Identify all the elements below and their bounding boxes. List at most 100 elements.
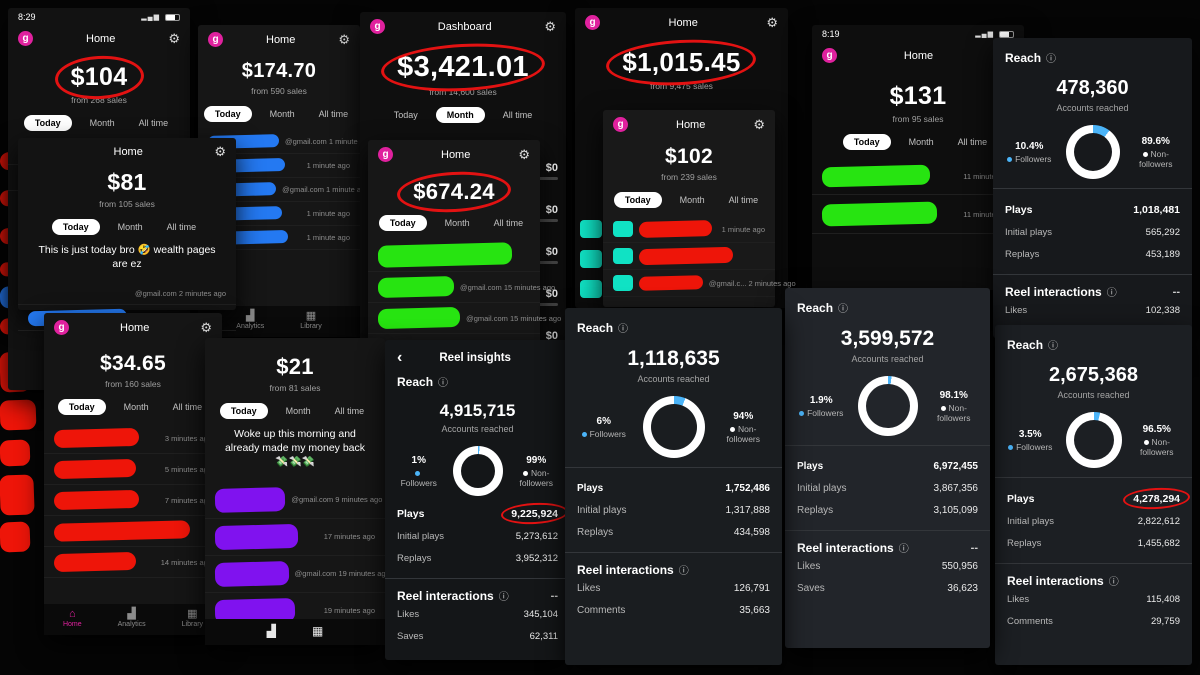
sales-count: from 81 sales (269, 383, 321, 393)
nav-library[interactable]: ▦ Library (181, 609, 204, 629)
settings-gear-icon[interactable]: ⚙ (544, 19, 556, 34)
tab-month[interactable]: Month (679, 195, 705, 205)
tab-month[interactable]: Month (444, 218, 470, 228)
info-icon[interactable]: ⓘ (498, 592, 509, 603)
tab-alltime[interactable]: All time (334, 406, 365, 416)
divider (385, 578, 570, 579)
reach-header: Reach ⓘ (1007, 337, 1059, 353)
tab-alltime[interactable]: All time (728, 195, 759, 205)
info-icon[interactable]: ⓘ (1108, 577, 1119, 588)
library-icon: ▦ (305, 310, 317, 322)
tab-alltime[interactable]: All time (493, 218, 524, 228)
settings-gear-icon[interactable]: ⚙ (338, 32, 350, 47)
followers-dot-icon (1008, 444, 1014, 450)
payout-list-item: $0 (536, 246, 558, 264)
app-header: g Home ⚙ (575, 8, 788, 37)
info-icon[interactable]: ⓘ (898, 544, 909, 555)
transaction-row: @gmail.com 1 minute ago (198, 130, 372, 154)
nav-label: Library (181, 621, 204, 628)
followers-dot-icon (581, 431, 587, 437)
tab-month[interactable]: Month (435, 107, 485, 123)
nav-analytics[interactable]: ▟ Analytics (118, 609, 146, 629)
redacted-avatar (613, 275, 633, 291)
screen-title: Home (266, 33, 296, 46)
info-icon[interactable]: ⓘ (1106, 288, 1117, 299)
redaction-scribble (214, 560, 289, 587)
tab-alltime[interactable]: All time (138, 118, 169, 128)
transaction-meta: 17 minutes ago (323, 532, 375, 542)
info-icon[interactable]: ⓘ (438, 378, 449, 389)
payout-list-item: $0 (536, 288, 558, 306)
settings-gear-icon[interactable]: ⚙ (518, 147, 530, 162)
overlay-caption: Woke up this morning and already made my… (224, 428, 366, 469)
tab-today[interactable]: Today (842, 134, 891, 150)
settings-gear-icon[interactable]: ⚙ (168, 31, 180, 46)
tab-today[interactable]: Today (613, 192, 662, 208)
info-icon[interactable]: ⓘ (618, 324, 629, 335)
reel-insights-screen: ‹ Reel insights Reach ⓘ 4,915,715 Account… (385, 340, 570, 660)
sales-count: from 160 sales (105, 379, 161, 389)
divider (565, 552, 782, 553)
tab-today[interactable]: Today (51, 219, 100, 235)
tab-month[interactable]: Month (89, 118, 115, 128)
settings-gear-icon[interactable]: ⚙ (200, 320, 212, 335)
settings-gear-icon[interactable]: ⚙ (766, 15, 778, 30)
initial-plays-row: Initial plays 565,292 (1005, 226, 1180, 238)
reach-breakdown: 3.5% Followers 96.5% Non-followers (1007, 412, 1180, 468)
non-followers-dot-icon (1142, 151, 1148, 157)
screen-title: Home (113, 145, 143, 158)
info-icon[interactable]: ⓘ (1048, 341, 1059, 352)
tab-month[interactable]: Month (285, 406, 311, 416)
transaction-meta: @gmail.com 15 minutes ago (460, 282, 556, 292)
library-icon[interactable]: ▦ (311, 624, 324, 638)
tab-alltime[interactable]: All time (166, 222, 197, 232)
tab-month[interactable]: Month (123, 402, 149, 412)
tab-today[interactable]: Today (378, 215, 427, 231)
app-logo-icon: g (822, 48, 837, 63)
reach-insights-478k: Reach ⓘ 478,360 Accounts reached 10.4% Fo… (993, 38, 1192, 338)
tab-today[interactable]: Today (23, 115, 72, 131)
tab-month[interactable]: Month (908, 137, 934, 147)
likes-row: Likes 102,338 (1005, 304, 1180, 316)
nav-home[interactable]: ⌂ Home (63, 608, 82, 629)
app-logo-icon: g (585, 15, 600, 30)
transaction-meta: 1 minute ago (306, 161, 350, 170)
earnings-amount: $34.65 (99, 352, 167, 375)
tab-month[interactable]: Month (269, 109, 295, 119)
tab-alltime[interactable]: All time (318, 109, 349, 119)
settings-gear-icon[interactable]: ⚙ (214, 144, 226, 159)
redaction-scribble (53, 551, 137, 573)
tab-today[interactable]: Today (219, 403, 268, 419)
clock: 8:19 (822, 29, 840, 39)
info-icon[interactable]: ⓘ (678, 566, 689, 577)
comments-row: Comments 29,759 (1007, 615, 1180, 627)
tab-alltime[interactable]: All time (172, 402, 203, 412)
tab-alltime[interactable]: All time (502, 110, 533, 120)
app-logo-icon: g (208, 32, 223, 47)
tab-alltime[interactable]: All time (957, 137, 988, 147)
tab-month[interactable]: Month (117, 222, 143, 232)
tab-today[interactable]: Today (203, 106, 252, 122)
transaction-row: 7 minutes ago (44, 485, 222, 516)
app-header: g Home ⚙ (44, 313, 222, 342)
app-header: g Dashboard ⚙ (360, 12, 566, 41)
tab-today[interactable]: Today (57, 399, 106, 415)
screen-title: Home (676, 118, 706, 131)
back-icon[interactable]: ‹ (397, 349, 403, 366)
settings-gear-icon[interactable]: ⚙ (753, 117, 765, 132)
analytics-icon[interactable]: ▟ (266, 624, 276, 638)
transaction-row: @gmail.com 15 minutes ago (368, 303, 561, 334)
tab-today[interactable]: Today (393, 110, 418, 120)
home-icon: ⌂ (68, 608, 76, 620)
nav-analytics[interactable]: ▟ Analytics (236, 311, 264, 331)
info-icon[interactable]: ⓘ (1046, 54, 1057, 65)
transactions-list: 1 minute ago @gmail.c... 2 minutes ago (603, 216, 796, 297)
likes-row: Likes 345,104 (397, 608, 558, 620)
time-filter-tabs: Today Month All time (368, 215, 540, 231)
nav-library[interactable]: ▦ Library (300, 310, 321, 331)
app-header: g Home ⚙ (198, 25, 360, 54)
app-header: g Home ⚙ (603, 110, 775, 139)
transaction-row: 1 minute ago (198, 154, 360, 178)
info-icon[interactable]: ⓘ (838, 304, 849, 315)
transactions-list: @gmail.com 9 minutes ago 17 minutes ago @g… (205, 482, 390, 630)
